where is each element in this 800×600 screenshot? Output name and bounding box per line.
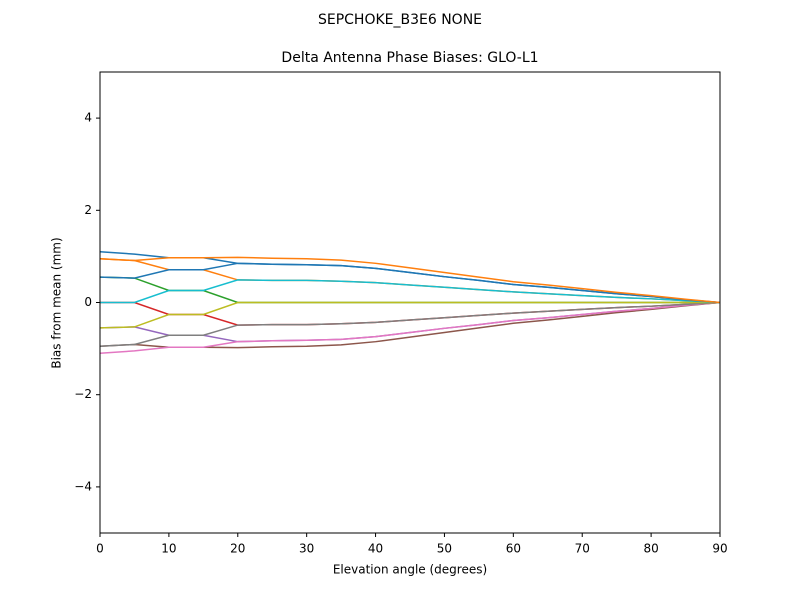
x-tick-label: 50 [437,542,452,556]
data-line [99,301,721,354]
x-tick-label: 40 [368,542,383,556]
chart-suptitle: SEPCHOKE_B3E6 NONE [318,12,482,28]
x-tick-label: 0 [96,542,104,556]
data-line [99,262,721,304]
y-axis-label: Bias from mean (mm) [50,237,64,368]
y-tick-label: 4 [84,111,92,125]
data-line [99,301,720,329]
y-tick-label: 0 [84,295,92,309]
x-axis-label: Elevation angle (degrees) [333,563,487,577]
x-tick-label: 70 [575,542,590,556]
data-line [100,279,721,304]
y-tick-label: −4 [74,479,92,493]
data-line [99,256,721,304]
y-tick-label: −2 [74,387,92,401]
data-line [99,257,721,304]
plot-frame [99,71,721,534]
data-line [99,301,721,349]
x-tick-label: 10 [161,542,176,556]
x-tick-label: 30 [299,542,314,556]
x-tick-label: 90 [712,542,727,556]
chart-title: Delta Antenna Phase Biases: GLO-L1 [281,50,538,66]
y-tick-label: 2 [84,203,92,217]
x-tick-label: 60 [506,542,521,556]
x-tick-label: 20 [230,542,245,556]
x-tick-label: 80 [643,542,658,556]
data-line [99,301,721,348]
